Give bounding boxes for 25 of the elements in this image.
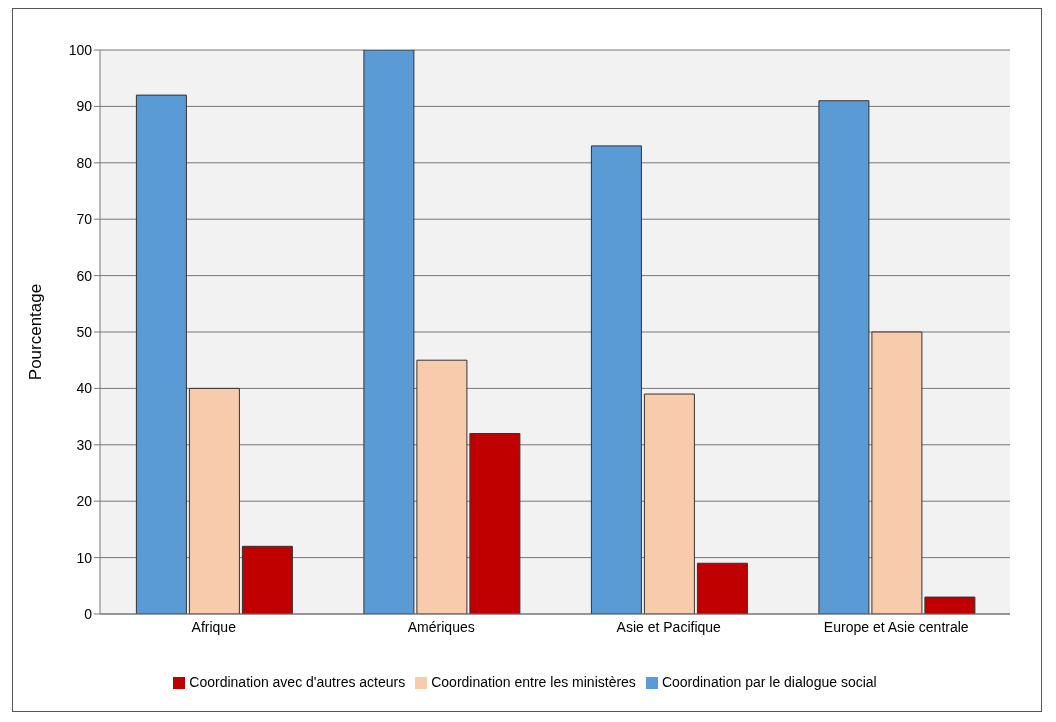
y-tick-label: 90 bbox=[76, 98, 93, 115]
y-tick-label: 60 bbox=[76, 267, 93, 284]
legend-label: Coordination entre les ministères bbox=[431, 674, 636, 690]
x-tick-label: Amériques bbox=[407, 618, 475, 635]
bar bbox=[696, 562, 748, 614]
y-tick-label: 50 bbox=[76, 323, 93, 340]
bar bbox=[590, 145, 642, 614]
bar bbox=[643, 393, 695, 614]
x-tick-label: Afrique bbox=[191, 618, 237, 635]
y-tick-label: 70 bbox=[76, 211, 93, 228]
y-tick-label: 10 bbox=[76, 549, 93, 566]
legend-label: Coordination par le dialogue social bbox=[661, 674, 877, 690]
x-tick-label: Europe et Asie centrale bbox=[823, 618, 969, 635]
y-axis-title: Pourcentage bbox=[26, 283, 46, 381]
y-tick-label: 80 bbox=[76, 154, 93, 171]
bar bbox=[135, 94, 187, 614]
y-tick-label: 40 bbox=[76, 380, 93, 397]
legend-label: Coordination avec d'autres acteurs bbox=[189, 674, 406, 690]
y-tick-label: 100 bbox=[68, 41, 93, 58]
y-tick-label: 30 bbox=[76, 436, 93, 453]
y-tick-label: 0 bbox=[84, 605, 93, 622]
bar bbox=[241, 545, 293, 614]
x-tick-label: Asie et Pacifique bbox=[616, 618, 722, 635]
y-tick-label: 20 bbox=[76, 493, 93, 510]
bar bbox=[188, 387, 240, 614]
